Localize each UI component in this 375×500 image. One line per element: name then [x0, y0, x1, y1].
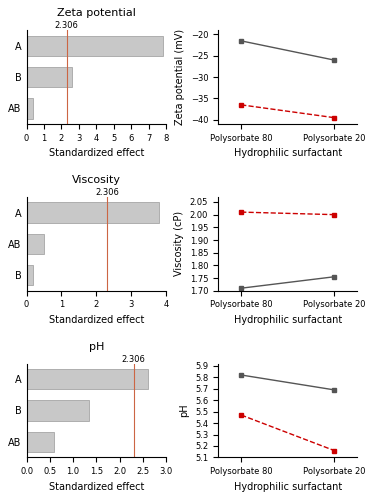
Title: Zeta potential: Zeta potential	[57, 8, 136, 18]
Bar	[27, 234, 44, 254]
Bar	[27, 67, 72, 87]
Bar	[27, 98, 33, 118]
Bar	[27, 400, 89, 420]
X-axis label: Hydrophilic surfactant: Hydrophilic surfactant	[234, 148, 342, 158]
Y-axis label: Zeta potential (mV): Zeta potential (mV)	[175, 29, 185, 125]
Bar	[27, 432, 54, 452]
Text: 2.306: 2.306	[95, 188, 119, 197]
X-axis label: Standardized effect: Standardized effect	[49, 315, 144, 325]
Bar	[27, 202, 159, 222]
Title: Viscosity: Viscosity	[72, 175, 121, 185]
Y-axis label: pH: pH	[180, 404, 189, 417]
Bar	[27, 369, 148, 390]
X-axis label: Hydrophilic surfactant: Hydrophilic surfactant	[234, 315, 342, 325]
X-axis label: Hydrophilic surfactant: Hydrophilic surfactant	[234, 482, 342, 492]
Bar	[27, 265, 33, 285]
Text: 2.306: 2.306	[122, 354, 146, 364]
Y-axis label: Viscosity (cP): Viscosity (cP)	[174, 211, 184, 276]
X-axis label: Standardized effect: Standardized effect	[49, 482, 144, 492]
Bar	[27, 36, 162, 56]
Text: 2.306: 2.306	[55, 21, 79, 30]
X-axis label: Standardized effect: Standardized effect	[49, 148, 144, 158]
Title: pH: pH	[88, 342, 104, 351]
